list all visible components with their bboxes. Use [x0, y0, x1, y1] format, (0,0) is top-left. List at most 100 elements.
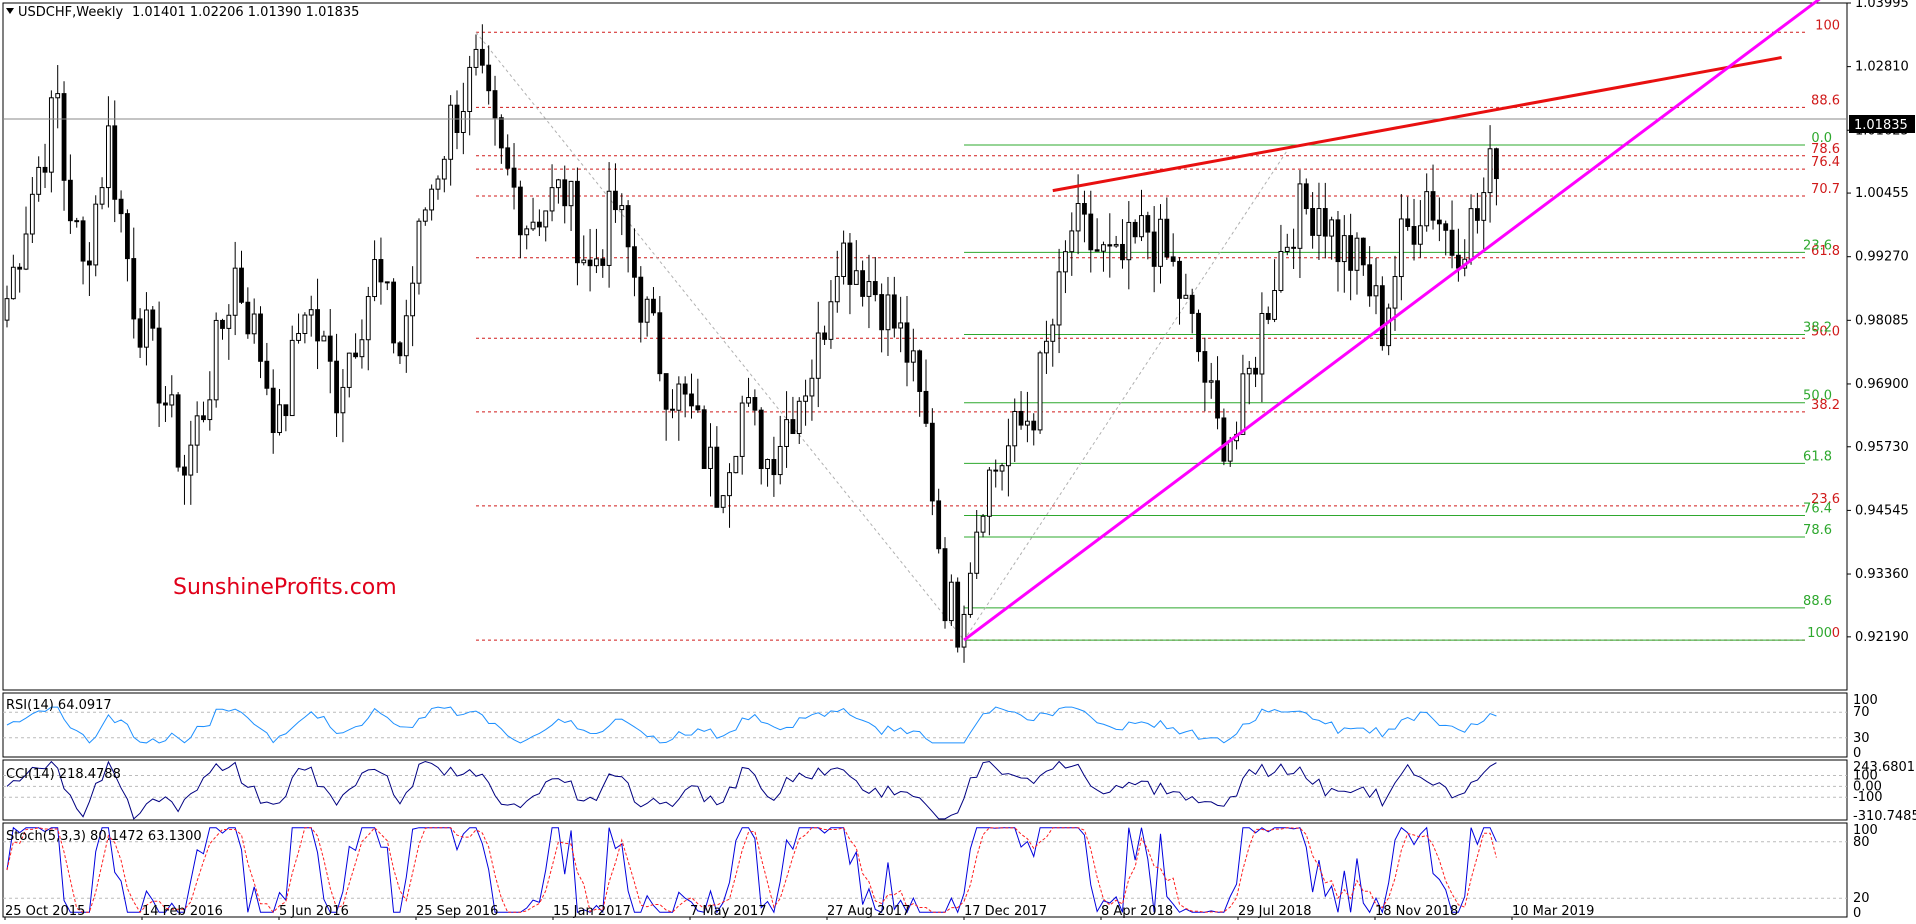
candle-body: [498, 117, 504, 149]
candle-body: [803, 395, 808, 402]
candle-body: [784, 419, 789, 447]
fib-level-label: 0: [1832, 626, 1840, 641]
candle-body: [1354, 237, 1360, 271]
candle-body: [879, 294, 885, 331]
candle-body: [270, 387, 276, 434]
candle-body: [720, 495, 726, 508]
candle-body: [834, 276, 840, 303]
candle-body: [765, 459, 770, 470]
candle-body: [1132, 221, 1138, 238]
candle-body: [555, 179, 561, 189]
fib-level-label: 88.6: [1803, 594, 1832, 609]
candle-body: [23, 233, 29, 270]
candle-body: [55, 93, 61, 99]
candle-body: [898, 322, 904, 329]
candle-body: [486, 64, 492, 92]
stoch-level-label: 80: [1853, 835, 1870, 850]
candle-body: [1094, 249, 1100, 252]
candle-body: [822, 332, 827, 340]
candle-body: [1310, 208, 1316, 236]
candle-body: [169, 394, 175, 406]
candle-body: [1265, 312, 1271, 320]
candle-body: [334, 360, 339, 414]
candle-body: [847, 242, 853, 285]
date-tick-label: 10 Mar 2019: [1512, 904, 1594, 919]
candle-body: [1069, 230, 1075, 253]
date-tick-label: 27 Aug 2017: [827, 904, 910, 919]
candle-body: [549, 187, 555, 212]
candle-body: [429, 188, 435, 211]
candle-body: [448, 104, 454, 160]
candle-body: [289, 339, 295, 417]
candle-body: [695, 405, 701, 411]
candle-body: [321, 335, 327, 342]
candle-body: [112, 125, 118, 200]
candle-body: [1164, 218, 1170, 258]
candle-body: [644, 298, 650, 323]
candle-body: [1284, 246, 1290, 253]
candle-body: [175, 394, 181, 468]
candle-body: [1455, 254, 1461, 269]
candle-body: [866, 281, 872, 297]
fib-level-label: 88.6: [1811, 93, 1840, 108]
price-tick-label: 1.00455: [1855, 186, 1909, 201]
candle-body: [467, 66, 473, 112]
candle-body: [714, 446, 720, 508]
fib-level-label: 100: [1807, 626, 1832, 641]
candle-body: [1474, 208, 1480, 221]
candle-body: [986, 469, 992, 517]
fib-level-label: 76.4: [1811, 155, 1840, 170]
candle-body: [632, 246, 637, 278]
candle-body: [201, 415, 206, 421]
candle-body: [923, 390, 929, 424]
price-tick-label: 0.92190: [1855, 630, 1909, 645]
candle-body: [1386, 307, 1392, 347]
candle-body: [251, 313, 257, 335]
candle-body: [232, 267, 238, 316]
candle-body: [524, 228, 530, 236]
candle-body: [758, 409, 764, 470]
candle-body: [1259, 312, 1265, 375]
dropdown-triangle-icon[interactable]: [6, 8, 14, 14]
candle-body: [10, 266, 16, 300]
candle-body: [1329, 219, 1335, 237]
candle-body: [1424, 191, 1430, 227]
cci-label: CCI(14) 218.4788: [6, 767, 121, 782]
magenta-support-trendline[interactable]: [963, 0, 1821, 642]
date-tick-label: 15 Jan 2017: [553, 904, 631, 919]
candle-body: [226, 314, 232, 329]
candle-body: [511, 167, 517, 188]
candle-body: [733, 455, 739, 474]
candle-body: [1113, 243, 1119, 247]
candle-body: [701, 409, 707, 469]
candle-body: [61, 93, 67, 181]
price-tick-label: 0.95730: [1855, 440, 1909, 455]
candle-body: [378, 259, 384, 283]
candle-body: [708, 446, 713, 469]
candle-body: [473, 48, 479, 68]
candle-body: [1189, 294, 1195, 314]
candle-body: [1202, 351, 1208, 383]
candle-body: [1031, 420, 1037, 431]
candle-body: [638, 276, 644, 323]
candle-body: [74, 220, 80, 223]
rsi-level-label: 0: [1853, 746, 1861, 761]
candle-body: [1215, 380, 1220, 419]
fib-level-label: 61.8: [1811, 244, 1840, 259]
candle-body: [1183, 294, 1189, 299]
candle-body: [277, 404, 282, 434]
candle-body: [1107, 244, 1113, 247]
date-tick-label: 14 Feb 2016: [142, 904, 223, 919]
date-tick-label: 18 Nov 2018: [1375, 904, 1458, 919]
candle-body: [416, 220, 422, 284]
fib-anchor-diagonal: [963, 150, 1288, 641]
candle-body: [1303, 183, 1309, 210]
candle-body: [948, 581, 954, 622]
date-tick-label: 17 Dec 2017: [964, 904, 1047, 919]
candle-body: [1398, 218, 1404, 278]
fib-level-label: 70.7: [1811, 182, 1840, 197]
red-resistance-trendline[interactable]: [1052, 56, 1782, 193]
candle-body: [1056, 271, 1062, 326]
candle-body: [1348, 235, 1354, 271]
